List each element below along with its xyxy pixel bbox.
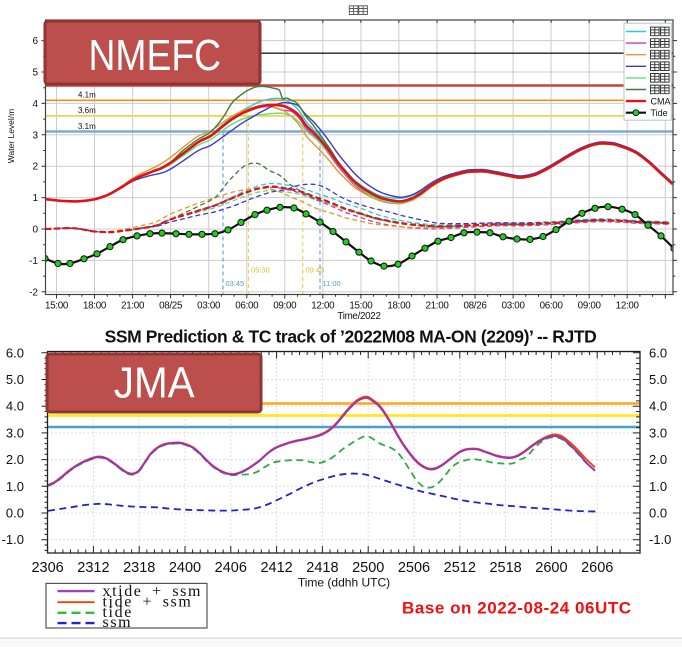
svg-text:3: 3 [32,130,38,141]
svg-text:tide + ssm: tide + ssm [103,594,193,611]
svg-text:1.0: 1.0 [6,479,24,494]
svg-text:3.0: 3.0 [6,425,24,440]
svg-text:08/26: 08/26 [463,301,487,312]
svg-text:Tide: Tide [651,108,668,118]
svg-text:08/25: 08/25 [159,301,183,312]
svg-text:18:00: 18:00 [83,301,107,312]
svg-text:2506: 2506 [398,560,430,576]
svg-text:03:00: 03:00 [197,301,221,312]
svg-text:tide: tide [103,604,133,621]
svg-text:Base on 2022-08-24 06UTC: Base on 2022-08-24 06UTC [402,599,632,618]
svg-text:2: 2 [32,162,38,173]
svg-text:2306: 2306 [31,560,63,576]
svg-text:2512: 2512 [444,560,476,576]
svg-text:21:00: 21:00 [121,301,145,312]
svg-text:1: 1 [32,193,38,204]
svg-text:2500: 2500 [352,560,384,576]
svg-text:3.6m: 3.6m [78,106,96,115]
svg-text:6.0: 6.0 [649,345,667,360]
svg-text:06:00: 06:00 [235,301,259,312]
svg-text:03:45: 03:45 [226,279,245,288]
svg-text:15:00: 15:00 [45,301,69,312]
svg-text:6: 6 [32,36,38,47]
svg-text:12:00: 12:00 [616,301,640,312]
svg-text:2606: 2606 [581,560,613,576]
svg-text:4: 4 [32,99,38,110]
svg-text:2.0: 2.0 [6,452,24,467]
svg-text:Time/2022: Time/2022 [337,311,380,322]
svg-text:5: 5 [32,68,38,79]
svg-text:09:45: 09:45 [306,266,325,275]
svg-text:4.0: 4.0 [649,399,667,414]
svg-text:3.0: 3.0 [649,425,667,440]
svg-text:2418: 2418 [306,560,338,576]
svg-text:11:00: 11:00 [323,279,341,288]
svg-text:4.0: 4.0 [6,399,24,414]
svg-text:ssm: ssm [103,614,133,631]
svg-text:Water Level/m: Water Level/m [6,109,16,163]
svg-text:21:00: 21:00 [425,301,449,312]
svg-text:12:00: 12:00 [311,301,335,312]
svg-text:2412: 2412 [260,560,292,576]
svg-text:18:00: 18:00 [387,301,411,312]
svg-text:15:00: 15:00 [349,301,373,312]
svg-text:2318: 2318 [123,560,155,576]
svg-text:5.0: 5.0 [6,372,24,387]
svg-text:2.0: 2.0 [649,452,667,467]
svg-text:2600: 2600 [535,560,567,576]
svg-text:2518: 2518 [489,560,521,576]
svg-text:5.0: 5.0 [649,372,667,387]
svg-text:03:00: 03:00 [502,301,526,312]
svg-text:06:00: 06:00 [540,301,564,312]
svg-text:2400: 2400 [169,560,201,576]
svg-text:-1.0: -1.0 [649,532,671,547]
svg-text:2312: 2312 [77,560,109,576]
svg-text:0.0: 0.0 [6,506,24,521]
svg-text:0: 0 [32,225,38,236]
svg-text:-1: -1 [29,256,38,267]
svg-text:Time (ddhh UTC): Time (ddhh UTC) [298,576,390,590]
svg-text:3.1m: 3.1m [78,122,96,131]
svg-text:4.1m: 4.1m [78,91,96,100]
svg-text:1.0: 1.0 [649,479,667,494]
svg-text:6.0: 6.0 [6,345,24,360]
svg-text:05:30: 05:30 [251,266,270,275]
svg-text:-1.0: -1.0 [2,532,24,547]
svg-text:NMEFC: NMEFC [89,31,222,80]
svg-text:xtide + ssm: xtide + ssm [103,583,203,600]
svg-text:0.0: 0.0 [649,506,667,521]
svg-text:09:00: 09:00 [273,301,297,312]
svg-text:JMA: JMA [114,359,196,408]
svg-text:-2: -2 [29,287,38,298]
svg-text:09:00: 09:00 [578,301,602,312]
svg-text:CMA: CMA [651,96,671,106]
svg-text:SSM Prediction & TC track of: SSM Prediction & TC track of ’2022M08 MA… [105,327,597,347]
svg-text:2406: 2406 [215,560,247,576]
